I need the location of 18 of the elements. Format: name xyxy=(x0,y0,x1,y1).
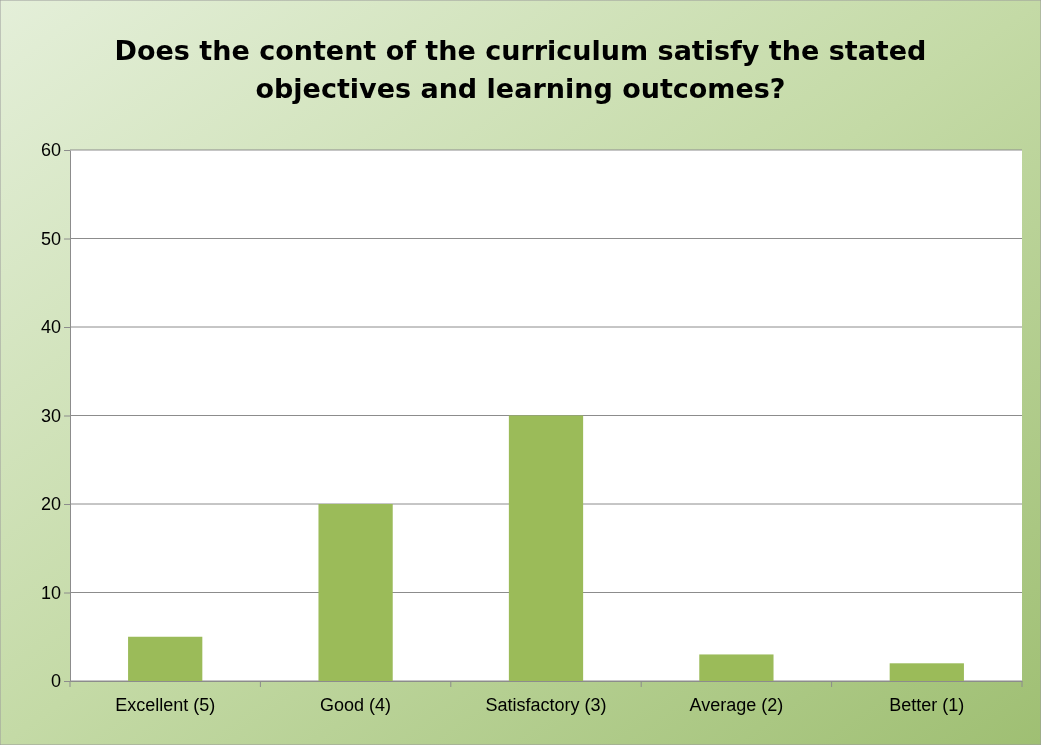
chart-title: Does the content of the curriculum satisfy the stated objectives and learning outcomes? xyxy=(114,35,927,104)
x-tick-label: Excellent (5) xyxy=(115,695,216,715)
bar xyxy=(889,663,964,681)
y-tick-label: 30 xyxy=(40,405,61,426)
y-tick-label: 0 xyxy=(50,671,61,692)
x-tick-label: Satisfactory (3) xyxy=(485,695,607,715)
bar xyxy=(318,504,393,681)
x-tick-label: Average (2) xyxy=(689,695,784,715)
x-tick-label: Good (4) xyxy=(320,695,392,715)
bar xyxy=(128,636,203,681)
bar xyxy=(699,654,774,681)
y-tick-label: 20 xyxy=(40,494,61,515)
y-tick-label: 50 xyxy=(40,228,61,249)
y-tick-label: 60 xyxy=(40,140,61,161)
bar xyxy=(508,415,584,681)
y-tick-label: 10 xyxy=(40,582,61,603)
y-tick-label: 40 xyxy=(40,317,61,338)
x-tick-label: Better (1) xyxy=(889,695,965,715)
